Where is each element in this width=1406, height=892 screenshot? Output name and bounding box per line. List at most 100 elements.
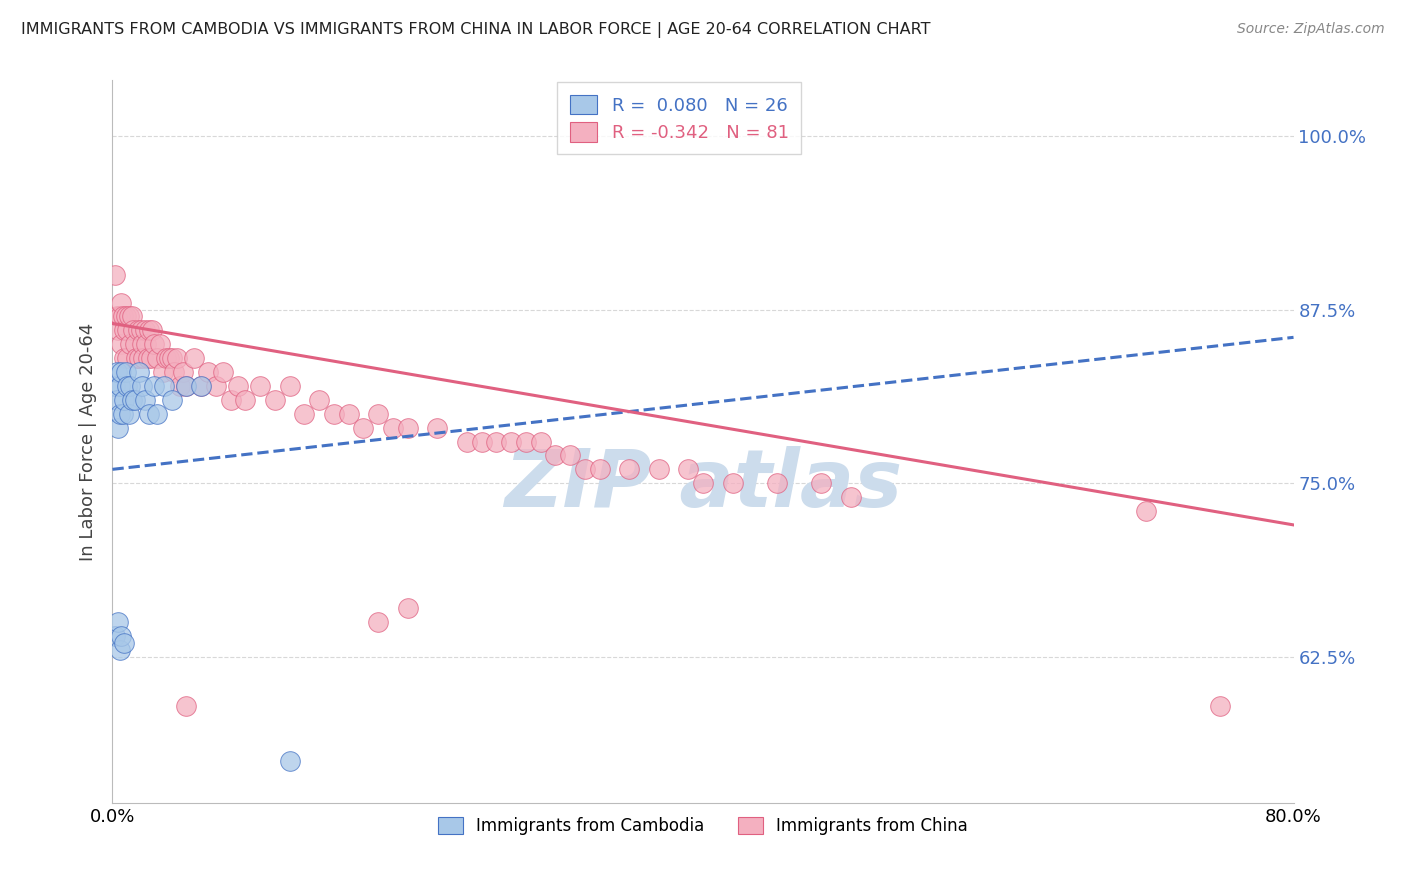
Point xyxy=(111,407,134,421)
Point xyxy=(166,351,188,366)
Point xyxy=(172,365,194,379)
Point xyxy=(515,434,537,449)
Text: Source: ZipAtlas.com: Source: ZipAtlas.com xyxy=(1237,22,1385,37)
Point xyxy=(104,268,127,282)
Point xyxy=(647,462,671,476)
Point xyxy=(142,337,165,351)
Point xyxy=(721,476,744,491)
Point xyxy=(149,337,172,351)
Point xyxy=(249,379,271,393)
Point xyxy=(110,337,132,351)
Point xyxy=(120,337,142,351)
Point xyxy=(128,365,150,379)
Point xyxy=(174,379,197,393)
Point xyxy=(110,365,132,379)
Point xyxy=(118,310,141,324)
Point xyxy=(485,434,508,449)
Point xyxy=(352,420,374,434)
Point xyxy=(233,392,256,407)
Point xyxy=(129,323,152,337)
Point xyxy=(323,407,346,421)
Legend: Immigrants from Cambodia, Immigrants from China: Immigrants from Cambodia, Immigrants fro… xyxy=(427,807,979,845)
Point xyxy=(163,365,186,379)
Point xyxy=(1135,504,1157,518)
Point xyxy=(134,392,156,407)
Point xyxy=(122,323,145,337)
Point xyxy=(112,351,135,366)
Point xyxy=(107,420,129,434)
Point xyxy=(114,310,136,324)
Point xyxy=(501,434,523,449)
Point xyxy=(396,420,419,434)
Point xyxy=(125,351,148,366)
Point xyxy=(292,407,315,421)
Point xyxy=(619,462,641,476)
Point xyxy=(107,615,129,630)
Text: ZIP atlas: ZIP atlas xyxy=(503,446,903,524)
Point xyxy=(155,351,177,366)
Point xyxy=(112,323,135,337)
Point xyxy=(278,379,301,393)
Point xyxy=(174,698,197,713)
Point xyxy=(112,392,135,407)
Point xyxy=(138,407,160,421)
Point xyxy=(766,476,789,491)
Point xyxy=(367,615,389,630)
Point xyxy=(174,379,197,393)
Point xyxy=(678,462,700,476)
Point xyxy=(110,629,132,643)
Point xyxy=(146,351,169,366)
Point xyxy=(117,351,138,366)
Point xyxy=(839,490,862,504)
Point xyxy=(367,407,389,421)
Point xyxy=(190,379,212,393)
Point xyxy=(142,379,165,393)
Point xyxy=(139,351,162,366)
Point xyxy=(529,434,551,449)
Point xyxy=(104,629,127,643)
Point xyxy=(308,392,330,407)
Point xyxy=(197,365,219,379)
Point xyxy=(105,392,128,407)
Point xyxy=(153,379,176,393)
Point xyxy=(121,392,143,407)
Point xyxy=(131,379,153,393)
Point xyxy=(132,351,155,366)
Point xyxy=(120,379,142,393)
Point xyxy=(183,351,205,366)
Point xyxy=(169,379,191,393)
Point xyxy=(127,323,149,337)
Point xyxy=(337,407,360,421)
Point xyxy=(810,476,832,491)
Point xyxy=(426,420,449,434)
Point xyxy=(117,379,138,393)
Point xyxy=(278,754,301,768)
Point xyxy=(558,449,582,463)
Point xyxy=(160,351,183,366)
Point xyxy=(205,379,228,393)
Point xyxy=(574,462,596,476)
Point xyxy=(190,379,212,393)
Point xyxy=(124,337,146,351)
Point xyxy=(1208,698,1232,713)
Point xyxy=(544,449,567,463)
Point xyxy=(470,434,494,449)
Point xyxy=(160,392,183,407)
Text: IMMIGRANTS FROM CAMBODIA VS IMMIGRANTS FROM CHINA IN LABOR FORCE | AGE 20-64 COR: IMMIGRANTS FROM CAMBODIA VS IMMIGRANTS F… xyxy=(21,22,931,38)
Point xyxy=(128,351,150,366)
Point xyxy=(118,407,141,421)
Point xyxy=(146,407,169,421)
Point xyxy=(121,310,143,324)
Point xyxy=(456,434,478,449)
Point xyxy=(108,407,131,421)
Point xyxy=(396,601,419,615)
Point xyxy=(108,643,131,657)
Point xyxy=(104,379,127,393)
Point xyxy=(692,476,714,491)
Point xyxy=(108,310,131,324)
Point xyxy=(117,323,138,337)
Point xyxy=(107,323,129,337)
Point xyxy=(138,323,160,337)
Point xyxy=(110,295,132,310)
Point xyxy=(114,365,136,379)
